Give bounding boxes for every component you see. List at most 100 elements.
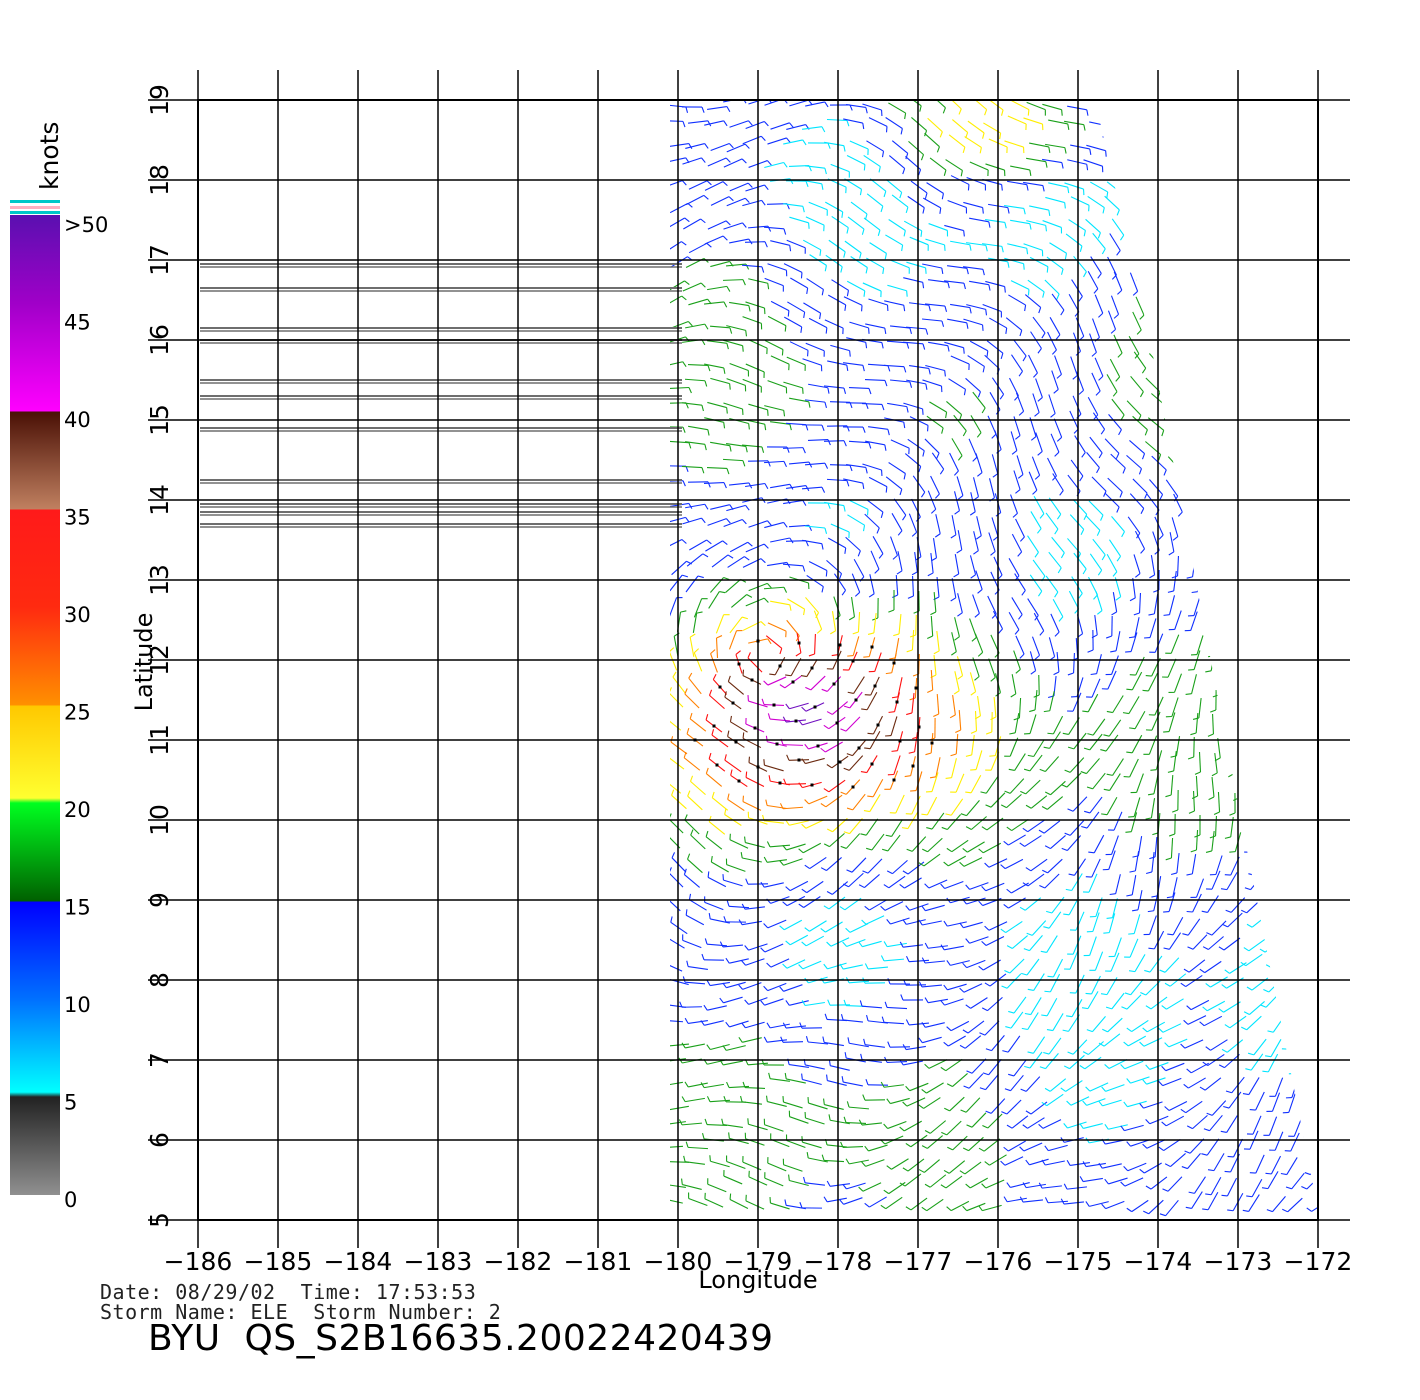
- wind-barb-shaft: [684, 693, 700, 709]
- wind-barb-flag: [1018, 614, 1023, 620]
- wind-barb-flag: [1027, 1051, 1034, 1054]
- wind-barb-flag: [821, 586, 824, 593]
- wind-barb-flag: [1151, 895, 1158, 898]
- wind-barb-shaft: [831, 279, 849, 291]
- wind-barb-flag: [821, 289, 824, 296]
- wind-barb-shaft: [1246, 1015, 1262, 1031]
- wind-barb: [974, 633, 984, 657]
- wind-barb: [748, 582, 772, 592]
- wind-barb-shaft: [1066, 772, 1082, 788]
- wind-barb-shaft: [1105, 1084, 1125, 1092]
- wind-barb: [1147, 313, 1159, 336]
- wind-barb: [1086, 678, 1101, 698]
- wind-barb-shaft: [707, 220, 727, 230]
- wind-barb-shaft: [1190, 611, 1198, 631]
- wind-barb-shaft: [1210, 318, 1228, 332]
- wind-barb: [820, 857, 842, 872]
- wind-barb-flag: [1271, 414, 1278, 420]
- wind-barb-flag: [1220, 450, 1225, 456]
- wind-barb: [685, 194, 709, 206]
- wind-barb-flag: [1067, 672, 1074, 676]
- wind-barb-shaft: [871, 833, 885, 851]
- wind-barb-flag: [945, 813, 952, 816]
- wind-barb: [880, 955, 905, 962]
- wind-barb: [924, 879, 948, 889]
- wind-barb-shaft: [672, 676, 686, 694]
- wind-barb-shaft: [710, 441, 730, 447]
- wind-barb-shaft: [729, 1020, 749, 1028]
- wind-barb-flag: [819, 249, 822, 256]
- wind-barb-shaft: [966, 959, 986, 969]
- wind-barb-flag: [1126, 1027, 1132, 1032]
- wind-barb: [1264, 219, 1282, 239]
- wind-barb: [1048, 182, 1070, 194]
- wind-barb: [1089, 436, 1103, 459]
- wind-barb-flag: [905, 153, 909, 160]
- wind-barb-flag: [783, 461, 788, 468]
- wind-barb-shaft: [949, 452, 959, 472]
- wind-barb-flag: [1098, 1042, 1105, 1047]
- wind-barb-shaft: [848, 755, 864, 771]
- wind-barb: [1134, 530, 1146, 554]
- wind-barb-shaft: [1104, 195, 1120, 211]
- wind-barb-shaft: [707, 876, 727, 888]
- wind-barb: [953, 554, 960, 578]
- wind-barb-shaft: [809, 856, 827, 870]
- wind-barb-flag: [846, 480, 850, 487]
- wind-barb-flag: [860, 833, 867, 836]
- wind-barb-flag: [861, 708, 868, 711]
- wind-barb-flag: [1005, 1026, 1012, 1029]
- wind-barb-flag: [822, 1036, 825, 1043]
- wind-barb-shaft: [955, 733, 959, 755]
- wind-barb-flag: [862, 426, 866, 433]
- wind-barb-shaft: [723, 339, 743, 347]
- wind-barb-shaft: [826, 478, 848, 482]
- wind-barb-shaft: [1044, 279, 1060, 295]
- wind-barb-flag: [1097, 232, 1101, 239]
- wind-barb: [786, 356, 806, 371]
- wind-barb: [723, 339, 744, 352]
- wind-barb: [1168, 813, 1176, 837]
- wind-barb-flag: [1022, 827, 1029, 833]
- wind-barb-shaft: [1217, 494, 1221, 516]
- wind-barb-shaft: [1290, 1015, 1300, 1035]
- wind-barb-flag: [1262, 1070, 1269, 1073]
- wind-barb-shaft: [1195, 712, 1199, 734]
- wind-barb: [805, 675, 826, 691]
- wind-barb: [1038, 820, 1061, 834]
- wind-barb: [1202, 936, 1224, 950]
- wind-barb-flag: [1268, 517, 1275, 520]
- wind-barb-shaft: [1013, 996, 1027, 1014]
- wind-barb: [785, 702, 809, 710]
- wind-barb: [706, 980, 730, 987]
- wind-barb: [918, 919, 942, 926]
- wind-barb: [703, 481, 727, 489]
- wind-barb-shaft: [1210, 651, 1216, 671]
- wind-barb-flag: [1116, 250, 1121, 256]
- wind-barb-shaft: [907, 438, 925, 452]
- wind-barb-shaft: [904, 877, 922, 889]
- wind-barb-shaft: [1073, 255, 1087, 273]
- wind-barb-shaft: [1209, 471, 1217, 491]
- wind-barb-shaft: [1270, 630, 1276, 650]
- wind-barb-shaft: [785, 783, 807, 785]
- wind-barb-flag: [1259, 948, 1266, 953]
- wind-barb: [1226, 550, 1238, 572]
- wind-barb-shaft: [1209, 597, 1217, 617]
- wind-barb: [1086, 144, 1107, 157]
- wind-barb-shaft: [805, 342, 825, 352]
- wind-barb-flag: [707, 365, 711, 372]
- wind-barb: [1145, 798, 1156, 820]
- wind-barb-shaft: [857, 611, 861, 633]
- wind-barb-flag: [742, 460, 746, 467]
- wind-barb-flag: [1000, 804, 1007, 809]
- wind-barb-flag: [1029, 223, 1032, 230]
- wind-barb-shaft: [726, 504, 746, 512]
- wind-barb-flag: [1012, 512, 1018, 518]
- wind-barb: [1167, 571, 1177, 593]
- wind-barb: [966, 242, 988, 252]
- wind-barb-flag: [900, 128, 903, 135]
- wind-barb-flag: [998, 628, 1003, 634]
- wind-barb: [847, 216, 865, 235]
- wind-barb-shaft: [1130, 812, 1138, 832]
